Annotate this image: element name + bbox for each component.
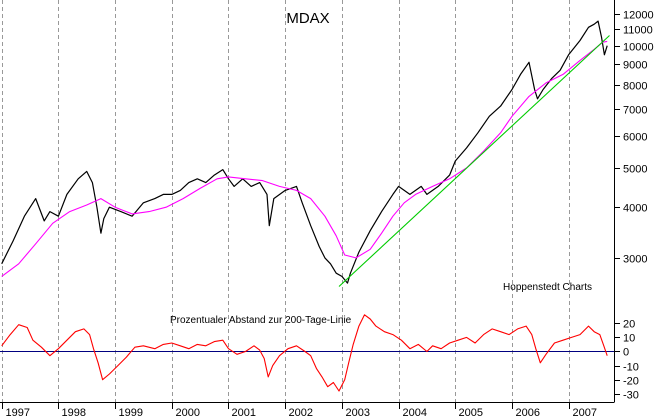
y-tick-label: 11000 [623,25,653,37]
sub-y-tick-label: 20 [623,319,635,331]
y-tick-label: 10000 [623,42,654,54]
x-tick-label: 1997 [6,407,30,419]
x-tick-label: 2004 [403,407,427,419]
sub-series-group [1,314,608,392]
chart-title: MDAX [286,10,329,27]
x-axis: 1997 1998 1999 2000 2001 2002 2003 2004 2005 2006… [2,402,597,419]
source-annotation: Hoppenstedt Charts [503,282,592,293]
x-tick-label: 2001 [232,407,256,419]
main-series-line-1 [1,40,608,277]
main-y-axis: 3000 4000 5000 6000 7000 8000 9000 10000 11000 12… [614,10,654,266]
x-tick-label: 1999 [119,407,143,419]
y-tick-label: 5000 [623,164,647,176]
x-tick-label: 2005 [459,407,483,419]
sub-y-axis: -30 -20 -10 0 10 20 [614,319,639,402]
main-series-line-2 [338,35,610,287]
x-tick-label: 2006 [516,407,540,419]
y-tick-label: 8000 [623,81,647,93]
y-tick-label: 12000 [623,10,654,22]
y-tick-label: 7000 [623,105,647,117]
x-tick-label: 2002 [289,407,313,419]
sub-series-line-0 [1,314,608,392]
x-tick-label: 1998 [62,407,86,419]
sub-y-tick-label: -10 [623,362,639,374]
sub-y-tick-label: -30 [623,390,639,402]
y-tick-label: 9000 [623,60,647,72]
main-series-group [1,20,610,287]
sub-y-tick-label: 10 [623,333,635,345]
x-tick-label: 2003 [346,407,370,419]
sub-y-tick-label: -20 [623,376,639,388]
main-series-line-0 [1,20,608,284]
y-tick-label: 3000 [623,254,647,266]
year-grid [2,0,570,402]
x-tick-label: 2007 [573,407,597,419]
y-tick-label: 6000 [623,132,647,144]
x-tick-label: 2000 [176,407,200,419]
subchart-title: Prozentualer Abstand zur 200-Tage-Linie [170,315,352,326]
sub-y-tick-label: 0 [623,347,629,359]
y-tick-label: 4000 [623,203,647,215]
